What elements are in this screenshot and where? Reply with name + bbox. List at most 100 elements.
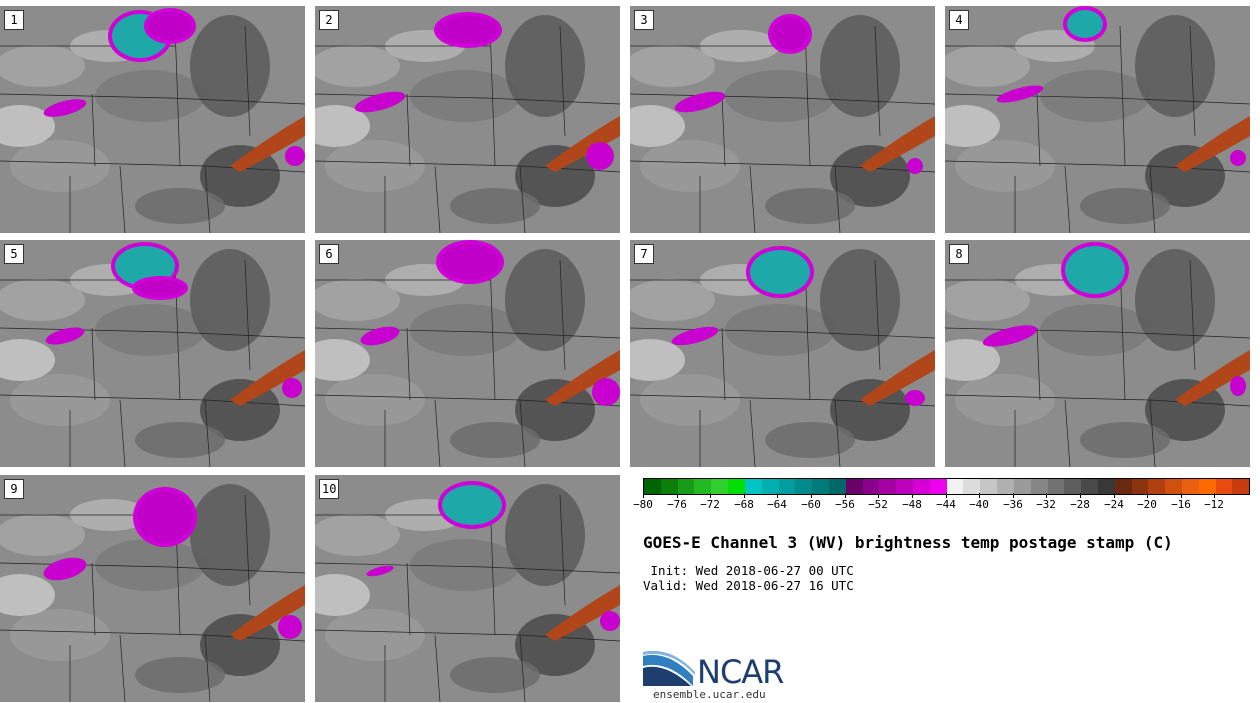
state-border: [406, 93, 411, 167]
wv-patch: [95, 304, 205, 356]
wv-patch: [955, 374, 1055, 426]
convective-cell: [366, 565, 394, 577]
state-border: [119, 399, 126, 467]
wv-patch: [945, 279, 1030, 321]
state-border: [630, 327, 935, 339]
colorbar-tick: [777, 493, 778, 498]
colorbar-segment: [963, 479, 981, 494]
panel-label: 3: [634, 10, 654, 30]
ncar-logo-text: NCAR: [697, 653, 784, 691]
wv-patch: [1080, 188, 1170, 224]
colorbar-tick-label: −48: [902, 498, 922, 511]
wv-map: [315, 6, 620, 233]
wv-patch: [0, 45, 85, 87]
wv-patch: [630, 45, 715, 87]
stamp-panel-9: 9: [0, 475, 305, 702]
wv-patch: [505, 15, 585, 117]
wv-patch: [325, 609, 425, 661]
state-border: [559, 494, 566, 606]
ncar-logo-icon: [643, 650, 695, 686]
colorbar-tick-label: −80: [633, 498, 653, 511]
warm-band: [860, 350, 935, 406]
cold-cloud-top: [136, 280, 184, 296]
wv-patch: [640, 140, 740, 192]
state-border: [1189, 25, 1196, 137]
colorbar-tick-label: −36: [1003, 498, 1023, 511]
colorbar-segment: [1131, 479, 1149, 494]
state-border: [630, 93, 935, 105]
colorbar-tick: [1013, 493, 1014, 498]
colorbar-segment: [980, 479, 998, 494]
wv-patch: [325, 140, 425, 192]
wv-patch: [0, 574, 55, 616]
colorbar-tick: [845, 493, 846, 498]
colorbar-segment: [761, 479, 779, 494]
wv-map: [0, 475, 305, 702]
wv-patch: [315, 514, 400, 556]
wv-patch: [0, 279, 85, 321]
colorbar-tick: [946, 493, 947, 498]
colorbar-segment: [778, 479, 796, 494]
wv-patch: [630, 339, 685, 381]
panel-label: 10: [319, 479, 340, 499]
stamp-panel-6: 6: [315, 240, 620, 467]
colorbar-tick-label: −20: [1137, 498, 1157, 511]
state-border: [1064, 165, 1071, 233]
state-border: [204, 399, 211, 467]
wv-patch: [95, 539, 205, 591]
wv-patch: [630, 279, 715, 321]
colorbar-segment: [644, 479, 661, 494]
cold-cloud-top: [772, 18, 808, 50]
state-border: [1189, 259, 1196, 371]
cold-cloud-top: [750, 250, 810, 294]
edge-cell: [907, 158, 923, 174]
colorbar-segment: [1165, 479, 1182, 494]
wv-patch: [630, 105, 685, 147]
stamp-panel-5: 5: [0, 240, 305, 467]
colorbar-tick: [1114, 493, 1115, 498]
colorbar-segment: [997, 479, 1014, 494]
state-border: [244, 25, 251, 137]
state-border: [434, 165, 441, 233]
convective-cell: [674, 91, 726, 113]
wv-patch: [1040, 304, 1150, 356]
state-border: [874, 259, 881, 371]
panel-label: 8: [949, 244, 969, 264]
convective-cell: [354, 91, 406, 113]
panel-label: 7: [634, 244, 654, 264]
state-border: [1036, 93, 1041, 167]
colorbar-segment: [1047, 479, 1065, 494]
colorbar-tick-label: −64: [767, 498, 787, 511]
panel-label: 4: [949, 10, 969, 30]
cold-cloud-top: [1067, 10, 1103, 38]
cold-cloud-top: [440, 244, 500, 280]
init-time: Init: Wed 2018-06-27 00 UTC: [643, 563, 854, 578]
valid-time: Valid: Wed 2018-06-27 16 UTC: [643, 578, 854, 593]
wv-patch: [640, 374, 740, 426]
wv-patch: [190, 15, 270, 117]
colorbar-segment: [1182, 479, 1199, 494]
edge-cell: [285, 146, 305, 166]
wv-patch: [725, 70, 835, 122]
colorbar-segment: [1013, 479, 1031, 494]
wv-patch: [135, 657, 225, 693]
colorbar-segment: [744, 479, 762, 494]
state-border: [834, 399, 841, 467]
colorbar-segment: [677, 479, 695, 494]
wv-patch: [0, 514, 85, 556]
colorbar-segment: [1232, 479, 1250, 494]
state-border: [804, 25, 811, 167]
wv-patch: [945, 339, 1000, 381]
wv-patch: [765, 422, 855, 458]
wv-patch: [10, 374, 110, 426]
logo-url: ensemble.ucar.edu: [653, 688, 766, 701]
stamp-panel-2: 2: [315, 6, 620, 233]
colorbar-segment: [1097, 479, 1115, 494]
wv-patch: [135, 422, 225, 458]
state-border: [434, 399, 441, 467]
colorbar-segment: [1030, 479, 1048, 494]
colorbar-segment: [711, 479, 729, 494]
colorbar-segment: [1215, 479, 1233, 494]
wv-patch: [190, 484, 270, 586]
colorbar-tick-label: −76: [667, 498, 687, 511]
